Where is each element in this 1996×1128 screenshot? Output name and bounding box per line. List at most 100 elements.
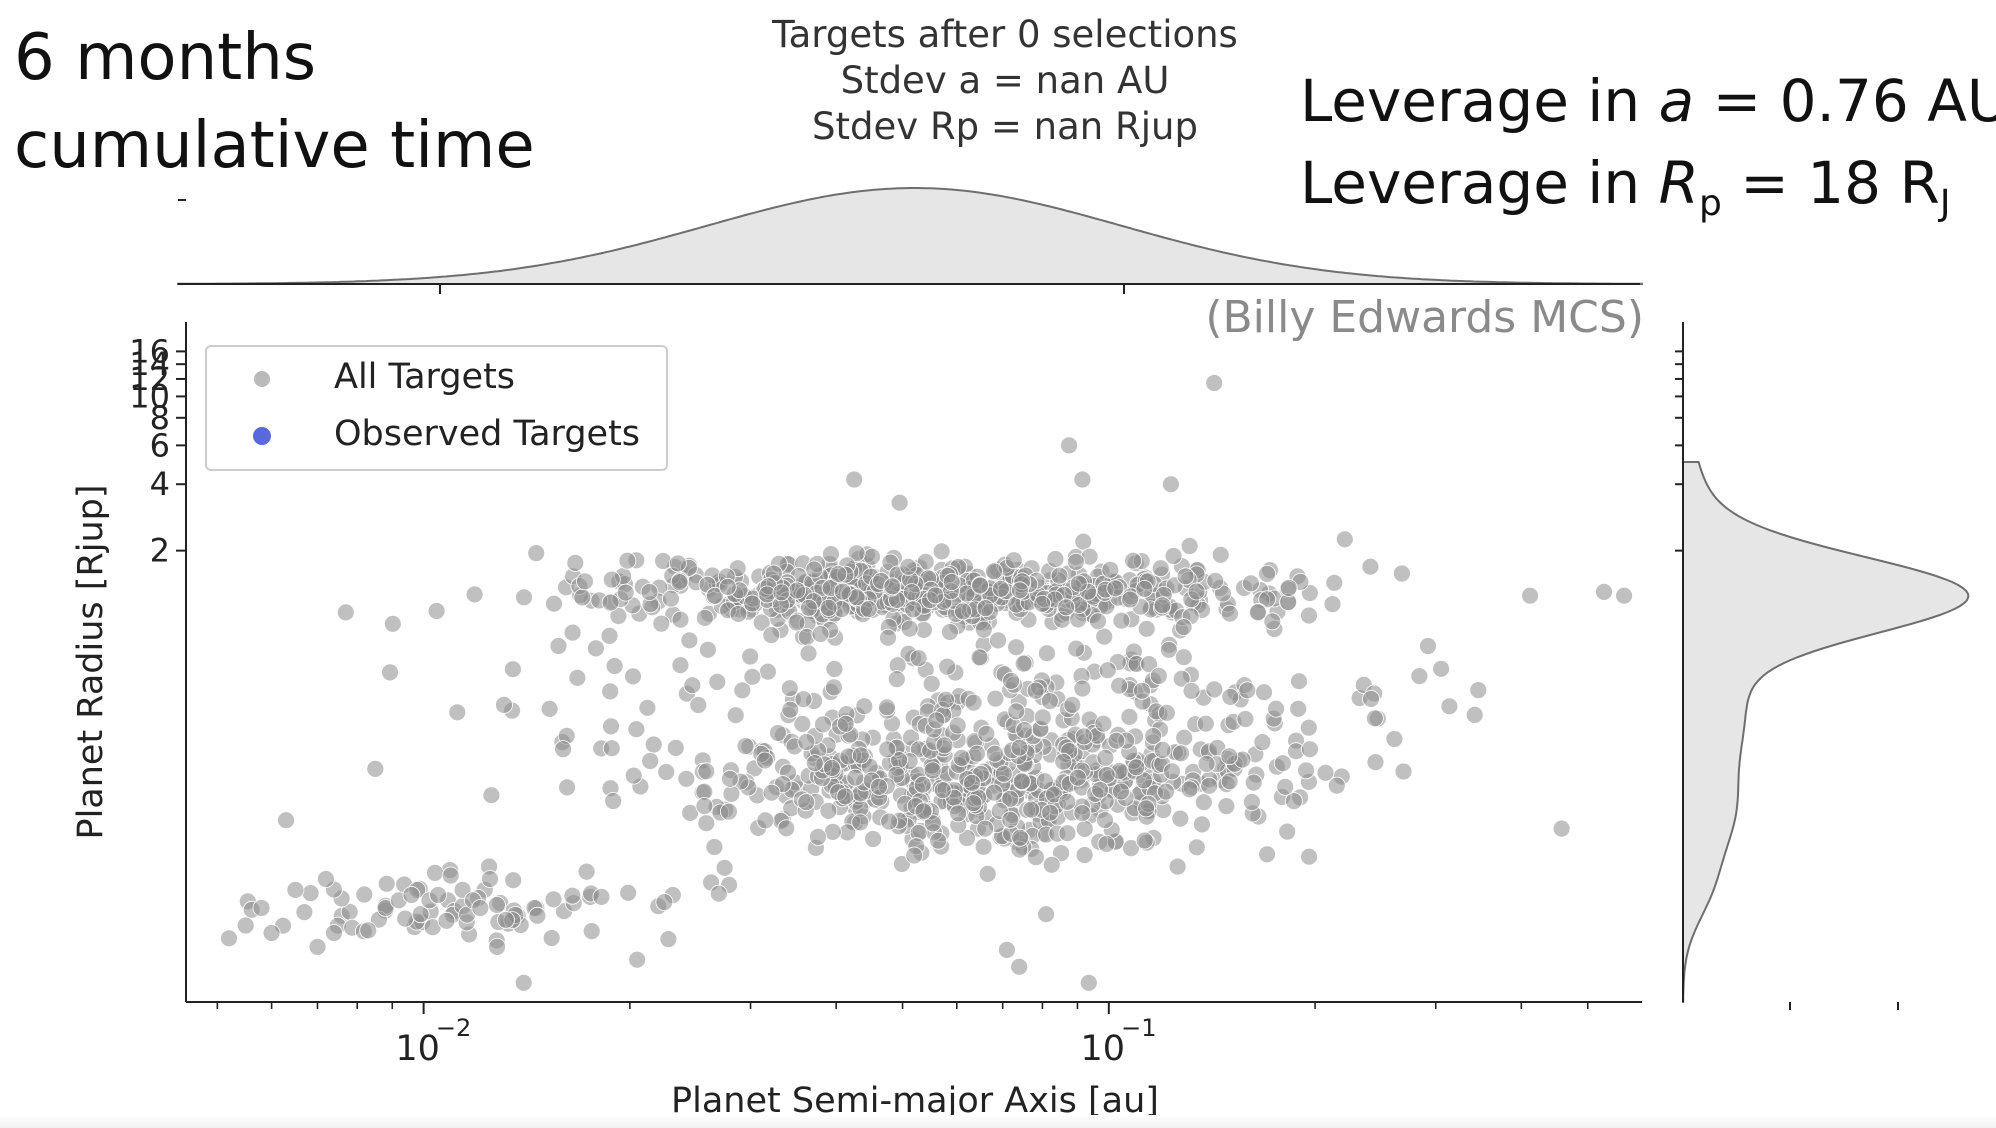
- scatter-point-all-targets: [429, 886, 448, 904]
- scatter-point-all-targets: [657, 763, 676, 781]
- scatter-point-all-targets: [376, 899, 395, 917]
- scatter-point-all-targets: [627, 720, 646, 739]
- scatter-point-all-targets: [1033, 595, 1052, 613]
- scatter-point-all-targets: [655, 893, 674, 911]
- scatter-point-all-targets: [1393, 564, 1411, 583]
- scatter-point-all-targets: [549, 637, 568, 655]
- scatter-point-all-targets: [879, 628, 897, 647]
- scatter-point-all-targets: [1469, 681, 1488, 699]
- scatter-point-all-targets: [780, 679, 799, 698]
- scatter-point-all-targets: [1046, 550, 1065, 568]
- scatter-point-all-targets: [1107, 731, 1126, 750]
- scatter-point-all-targets: [576, 572, 594, 591]
- scatter-point-all-targets: [1258, 590, 1277, 609]
- scatter-point-all-targets: [1206, 571, 1225, 590]
- scatter-point-all-targets: [938, 657, 957, 676]
- scatter-point-all-targets: [1015, 721, 1034, 739]
- scatter-point-all-targets: [669, 554, 687, 573]
- scatter-point-all-targets: [640, 583, 659, 601]
- scatter-point-all-targets: [718, 578, 737, 596]
- scatter-point-all-targets: [1121, 590, 1139, 609]
- scatter-point-all-targets: [772, 583, 791, 602]
- scatter-point-all-targets: [1098, 661, 1117, 680]
- scatter-point-all-targets: [759, 662, 777, 681]
- scatter-point-all-targets: [236, 916, 255, 935]
- scatter-point-all-targets: [1042, 855, 1061, 874]
- scatter-point-all-targets: [970, 648, 989, 667]
- scatter-point-all-targets: [1323, 595, 1342, 613]
- scatter-point-all-targets: [846, 768, 865, 787]
- scatter-point-all-targets: [1615, 586, 1633, 605]
- x-axis-label: Planet Semi-major Axis [au]: [671, 1081, 1159, 1121]
- scatter-point-all-targets: [1366, 709, 1384, 728]
- scatter-point-all-targets: [952, 749, 971, 767]
- legend-label-observed-targets: Observed Targets: [334, 414, 640, 454]
- scatter-point-all-targets: [1217, 797, 1236, 815]
- scatter-point-all-targets: [762, 783, 781, 802]
- y-axis-label: Planet Radius [Rjup]: [71, 484, 111, 839]
- scatter-point-all-targets: [935, 736, 954, 755]
- scatter-point-all-targets: [964, 693, 983, 712]
- scatter-point-all-targets: [652, 614, 671, 633]
- scatter-point-all-targets: [788, 581, 806, 600]
- scatter-point-all-targets: [932, 542, 951, 561]
- scatter-point-all-targets: [929, 831, 948, 850]
- scatter-point-all-targets: [1075, 727, 1093, 746]
- y-tick-label: 16: [129, 332, 170, 370]
- scatter-point-all-targets: [1243, 793, 1261, 811]
- scatter-point-all-targets: [1394, 762, 1413, 781]
- scatter-point-all-targets: [989, 631, 1007, 650]
- scatter-point-all-targets: [1096, 811, 1114, 829]
- scatter-point-all-targets: [926, 586, 945, 605]
- scatter-point-all-targets: [488, 938, 507, 956]
- scatter-point-all-targets: [528, 906, 547, 925]
- scatter-point-all-targets: [515, 588, 533, 607]
- scatter-point-all-targets: [1063, 696, 1082, 714]
- scatter-point-all-targets: [680, 631, 699, 650]
- scatter-point-all-targets: [823, 759, 841, 777]
- scatter-point-all-targets: [1385, 730, 1404, 748]
- scatter-point-all-targets: [558, 778, 576, 797]
- scatter-point-all-targets: [922, 674, 941, 693]
- scatter-point-all-targets: [448, 703, 467, 722]
- scatter-point-all-targets: [1242, 574, 1260, 593]
- scatter-point-all-targets: [1432, 659, 1450, 678]
- scatter-point-all-targets: [1073, 470, 1092, 489]
- scatter-point-all-targets: [624, 766, 643, 785]
- scatter-point-all-targets: [880, 812, 898, 831]
- scatter-point-all-targets: [1187, 838, 1206, 857]
- scatter-point-all-targets: [696, 609, 714, 627]
- scatter-point-all-targets: [1244, 773, 1263, 792]
- scatter-point-all-targets: [954, 602, 972, 621]
- scatter-point-all-targets: [1097, 766, 1116, 784]
- scatter-point-all-targets: [1149, 667, 1168, 685]
- scatter-point-all-targets: [1205, 374, 1224, 392]
- scatter-point-all-targets: [762, 626, 781, 644]
- x-tick-exponent: −2: [436, 1014, 471, 1042]
- scatter-point-all-targets: [566, 554, 585, 572]
- scatter-point-all-targets: [985, 783, 1003, 802]
- scatter-point-all-targets: [568, 668, 587, 687]
- scatter-point-all-targets: [708, 673, 727, 691]
- scatter-point-all-targets: [1187, 582, 1206, 601]
- scatter-point-all-targets: [914, 802, 933, 821]
- scatter-point-all-targets: [1521, 586, 1539, 605]
- scatter-point-all-targets: [741, 647, 760, 666]
- scatter-point-all-targets: [1236, 710, 1255, 728]
- scatter-point-all-targets: [720, 802, 738, 821]
- scatter-point-all-targets: [644, 735, 663, 754]
- plot-title-line: Stdev Rp = nan Rjup: [812, 105, 1198, 148]
- scatter-point-all-targets: [756, 811, 775, 830]
- scatter-point-all-targets: [985, 562, 1003, 581]
- scatter-point-all-targets: [1171, 809, 1190, 828]
- scatter-point-all-targets: [1073, 804, 1092, 822]
- scatter-point-all-targets: [295, 903, 314, 921]
- scatter-point-all-targets: [863, 547, 881, 566]
- scatter-point-all-targets: [308, 938, 327, 956]
- leverage-a: Leverage in a = 0.76 AU: [1300, 67, 1996, 135]
- scatter-point-all-targets: [666, 739, 685, 757]
- scatter-point-all-targets: [1258, 565, 1276, 583]
- scatter-point-all-targets: [1151, 559, 1170, 578]
- scatter-point-all-targets: [1002, 672, 1020, 690]
